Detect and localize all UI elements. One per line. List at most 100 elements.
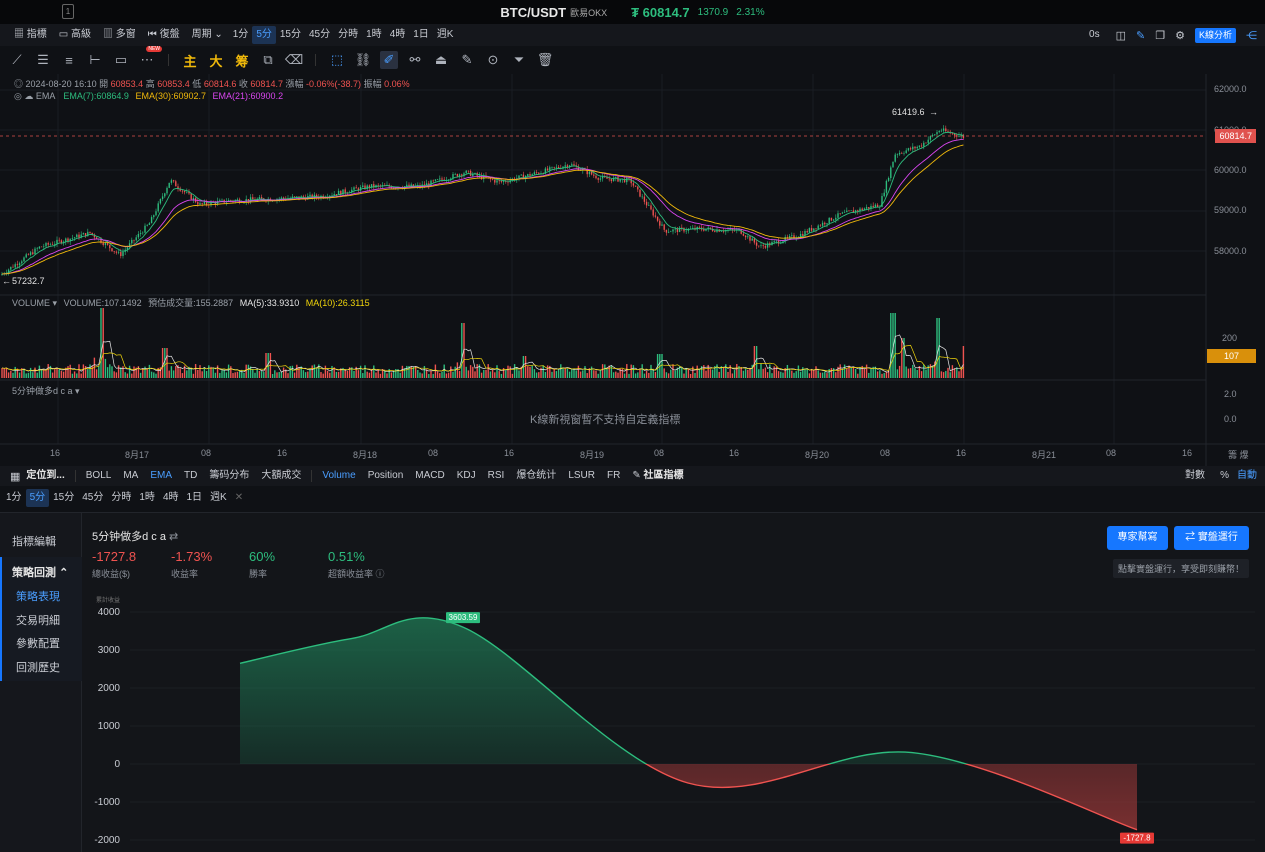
ind-rsi[interactable]: RSI [487,470,505,481]
tf2-45m[interactable]: 45分 [82,492,104,503]
ind-chips[interactable]: 籌码分布 [209,470,250,481]
tf2-5m[interactable]: 5分 [25,489,50,507]
main-button[interactable]: 主 [183,53,197,69]
nav-trades[interactable]: 交易明細 [16,615,60,627]
candle-body [199,203,201,205]
ind-kdj[interactable]: KDJ [456,470,476,481]
percent-scale[interactable]: % [1220,470,1229,481]
symbol-name[interactable]: BTC/USDT [500,4,567,20]
eye-icon[interactable]: ◎ [14,79,24,89]
magnet-icon[interactable]: ⊙ [487,52,499,67]
tf-5m[interactable]: 5分 [252,26,276,44]
ind-macd[interactable]: MACD [415,470,445,481]
nav-performance[interactable]: 策略表現 [16,591,60,603]
tf-15m[interactable]: 15分 [279,29,301,40]
kline-chart[interactable]: 61419.6 → ← 57232.7 [0,74,1265,466]
tf-1h[interactable]: 1時 [366,29,382,40]
volume-bar [47,364,49,378]
nav-backtest[interactable]: 策略回測 ⌃ [12,564,68,580]
nav-params[interactable]: 參數配置 [16,638,60,650]
big-button[interactable]: 大 [209,53,223,69]
locate-button[interactable]: 定位到... [26,470,65,481]
tf-1w[interactable]: 週K [436,29,454,40]
layers-icon[interactable]: ⧉ [263,52,273,67]
drawing-toolbar: ⟋ ☰ ≡ ⊢ ▭ ⋯ NEW 主 大 筹 ⧉ ⌫ ⬚ ⛓ ✐ ⚯ ⏏ ✎ ⊙ ⏷… [0,46,1265,73]
note-icon[interactable]: ✎ [461,52,473,67]
eraser-icon[interactable]: ⌫ [284,52,304,67]
axis-corner[interactable]: 籌 爆 [1228,450,1249,460]
ind-liq[interactable]: 爆仓统计 [516,470,557,481]
ind-lsur[interactable]: LSUR [568,470,595,481]
chips-button[interactable]: 筹 [235,53,249,69]
link-icon[interactable]: ⛓ [354,52,372,67]
candle-body [821,222,824,226]
share-icon[interactable]: ⋲ [1246,29,1257,42]
log-scale[interactable]: 對數 [1185,470,1205,481]
cursor-icon[interactable]: ⬚ [330,52,344,67]
backtest-chart[interactable]: 4000 3000 2000 1000 0 -1000 -2000 3603.59 -1727… [0,513,1265,852]
replay-menu[interactable]: ⏮ 復盤 [147,29,180,40]
window-icon[interactable]: 1 [62,4,74,19]
tf2-1w[interactable]: 週K [210,492,227,503]
ind-bigtrade[interactable]: 大額成交 [261,470,302,481]
nav-indicator-edit[interactable]: 指標編輯 [12,536,56,548]
chevron-down-icon[interactable]: ▾ [52,298,58,308]
kline-analysis-button[interactable]: K線分析 [1194,27,1236,43]
advanced-menu[interactable]: ▭ 高級 [58,29,92,40]
tf2-15m[interactable]: 15分 [53,492,75,503]
fib-icon[interactable]: ≡ [65,52,73,68]
period-menu[interactable]: 周期 ⌄ [186,26,229,44]
camera-icon[interactable]: ◫ [1115,29,1127,42]
ind-position[interactable]: Position [367,470,404,481]
candle-body [597,178,599,180]
parallel-lines-icon[interactable]: ☰ [37,52,49,67]
pen-icon[interactable]: ✎ [1136,29,1146,42]
tf-time[interactable]: 分時 [338,29,359,40]
ind-ema[interactable]: EMA [150,470,172,481]
indicator-label[interactable]: 5分钟做多d c a ▾ [12,384,80,397]
ind-volume[interactable]: Volume [322,470,356,481]
volume-bar [148,364,151,378]
candle-body [359,187,362,191]
filter-icon[interactable]: ⏷ [513,52,525,67]
copy-icon[interactable]: ❐ [1155,29,1166,42]
expert-button[interactable]: 專家幫寫 [1107,526,1168,550]
draw-mode-icon[interactable]: ✐ [380,51,398,69]
tf-1m[interactable]: 1分 [232,29,249,40]
trash-icon[interactable]: 🗑 [536,52,554,67]
ind-fr[interactable]: FR [607,470,621,481]
indicator-menu[interactable]: ▦ 指標 [14,29,47,40]
tf-45m[interactable]: 45分 [309,29,331,40]
eye-icon[interactable]: ◎ ☁ [14,91,34,101]
candle-body [667,231,670,233]
close-icon[interactable]: ✕ [234,492,244,503]
tf2-1d[interactable]: 1日 [186,492,203,503]
trendline-icon[interactable]: ⟋ [12,52,22,67]
horizontal-line-icon[interactable]: ⊢ [89,52,101,67]
tf2-1h[interactable]: 1時 [139,492,155,503]
ind-td[interactable]: TD [184,470,198,481]
tf2-1m[interactable]: 1分 [6,492,22,503]
live-run-button[interactable]: ⇄ 實盤運行 [1174,526,1249,550]
switch-icon[interactable]: ⇄ [169,531,179,543]
volume-name[interactable]: VOLUME [12,298,51,308]
volume-bar [588,368,591,378]
calendar-icon[interactable]: ▦ [10,470,21,483]
tf2-time[interactable]: 分時 [111,492,132,503]
help-icon[interactable]: ⓘ [375,569,385,579]
tf-1d[interactable]: 1日 [413,29,429,40]
gear-icon[interactable]: ⚙ [1175,29,1185,42]
tf-4h[interactable]: 4時 [389,29,406,40]
auto-scale[interactable]: 自動 [1237,470,1257,481]
multiwindow-menu[interactable]: ▥ 多窗 [103,29,136,40]
nav-history[interactable]: 回測歷史 [16,662,60,674]
rectangle-icon[interactable]: ▭ [114,52,128,67]
ind-boll[interactable]: BOLL [85,470,112,481]
lock-icon[interactable]: ⏏ [434,52,448,67]
tf2-4h[interactable]: 4時 [162,492,179,503]
compare-icon[interactable]: ⚯ [409,52,421,67]
chevron-down-icon: ▾ [75,386,80,396]
ind-ma[interactable]: MA [123,470,139,481]
more-icon[interactable]: ⋯ NEW [140,46,162,67]
community-indicator[interactable]: ✎ 社區指標 [626,467,689,485]
